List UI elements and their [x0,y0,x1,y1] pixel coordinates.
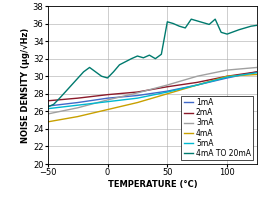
4mA TO 20mA [178,25,181,27]
5mA [196,84,199,86]
X-axis label: TEMPERATURE (°C): TEMPERATURE (°C) [108,180,197,189]
2mA [226,75,229,77]
1mA [76,101,79,104]
4mA TO 20mA [220,31,223,34]
4mA [46,121,49,123]
2mA [255,71,259,73]
2mA [196,81,199,84]
1mA [196,84,199,86]
3mA [196,75,199,77]
5mA [46,108,49,110]
Line: 1mA: 1mA [48,72,257,106]
4mA TO 20mA [46,106,49,108]
1mA [255,71,259,73]
4mA TO 20mA [100,75,103,77]
Line: 5mA: 5mA [48,73,257,109]
4mA [255,73,259,76]
4mA TO 20mA [94,71,97,73]
3mA [46,113,49,115]
Line: 4mA: 4mA [48,74,257,122]
4mA TO 20mA [255,24,259,27]
4mA [136,101,139,104]
4mA TO 20mA [249,25,253,27]
4mA TO 20mA [214,18,217,20]
5mA [166,91,169,93]
4mA TO 20mA [207,23,211,26]
4mA TO 20mA [58,97,61,99]
4mA TO 20mA [88,66,91,69]
4mA TO 20mA [142,57,145,59]
1mA [166,90,169,92]
4mA [196,84,199,86]
4mA TO 20mA [130,57,133,60]
5mA [136,97,139,99]
2mA [166,86,169,88]
3mA [136,92,139,94]
5mA [255,72,259,74]
4mA TO 20mA [118,64,121,66]
4mA TO 20mA [112,71,115,73]
Line: 2mA: 2mA [48,72,257,101]
5mA [76,104,79,106]
4mA TO 20mA [226,33,229,35]
Line: 4mA TO 20mA: 4mA TO 20mA [48,19,257,107]
4mA [106,108,109,111]
4mA TO 20mA [196,20,199,22]
5mA [226,76,229,78]
4mA [166,93,169,95]
2mA [46,100,49,102]
4mA TO 20mA [136,55,139,57]
Legend: 1mA, 2mA, 3mA, 4mA, 5mA, 4mA TO 20mA: 1mA, 2mA, 3mA, 4mA, 5mA, 4mA TO 20mA [182,96,253,160]
4mA TO 20mA [237,29,241,31]
3mA [226,69,229,71]
4mA TO 20mA [148,54,151,56]
2mA [106,93,109,96]
4mA TO 20mA [154,57,157,60]
4mA [226,75,229,77]
4mA TO 20mA [202,21,205,24]
4mA TO 20mA [184,27,187,29]
4mA TO 20mA [82,71,85,73]
4mA TO 20mA [70,84,73,86]
1mA [136,94,139,97]
4mA TO 20mA [160,53,163,55]
5mA [106,100,109,103]
1mA [226,77,229,79]
3mA [255,66,259,69]
Y-axis label: NOISE DENSITY (µg/√Hz): NOISE DENSITY (µg/√Hz) [21,27,30,143]
2mA [136,91,139,93]
1mA [106,97,109,99]
2mA [76,97,79,99]
4mA TO 20mA [172,22,175,25]
4mA [76,115,79,118]
1mA [46,105,49,107]
4mA TO 20mA [106,77,109,79]
3mA [76,107,79,109]
3mA [166,84,169,86]
4mA TO 20mA [166,21,169,23]
4mA TO 20mA [190,18,193,20]
Line: 3mA: 3mA [48,67,257,114]
3mA [106,99,109,101]
4mA TO 20mA [52,103,55,106]
